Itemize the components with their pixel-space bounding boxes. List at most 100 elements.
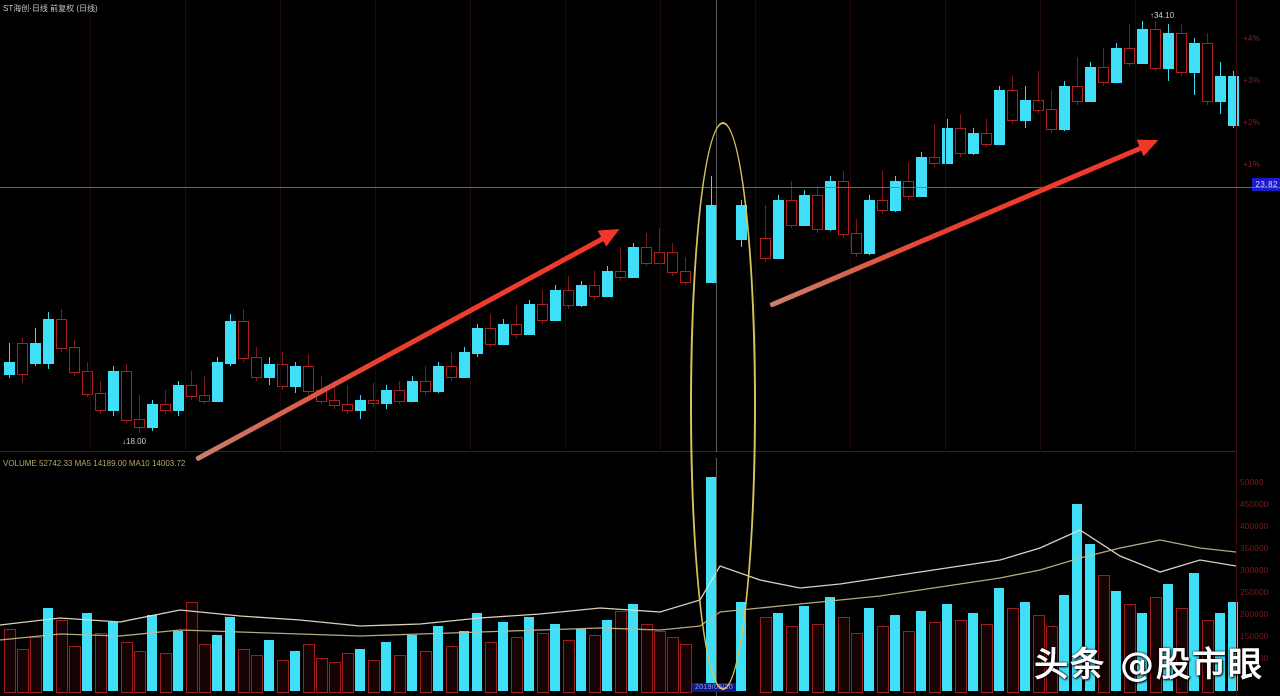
volume-bar <box>890 615 900 691</box>
volume-tick: 450000 <box>1240 500 1269 509</box>
candle-body <box>82 371 93 395</box>
volume-bar <box>394 655 406 693</box>
candle-wick <box>659 228 660 265</box>
candlestick <box>916 152 927 198</box>
candle-wick <box>1077 57 1078 105</box>
candlestick <box>186 371 197 400</box>
volume-bar <box>238 648 250 693</box>
candle-body <box>981 133 992 145</box>
candlestick <box>812 185 823 234</box>
candlestick <box>903 161 914 200</box>
candlestick <box>736 199 747 248</box>
candle-body <box>433 366 444 393</box>
volume-bar <box>95 632 107 693</box>
volume-bar <box>736 601 746 691</box>
volume-bar <box>303 644 315 693</box>
candlestick <box>1059 80 1070 131</box>
candle-body <box>173 385 184 412</box>
candle-body <box>667 252 678 274</box>
volume-bar <box>994 588 1004 691</box>
candlestick <box>56 309 67 353</box>
candlestick <box>264 356 275 386</box>
candlestick <box>877 171 888 215</box>
candlestick <box>316 375 327 405</box>
candlestick <box>485 314 496 348</box>
vertical-gridline <box>470 0 471 452</box>
candlestick <box>1020 85 1031 129</box>
candlestick <box>238 309 249 362</box>
volume-bar <box>43 608 53 691</box>
candlestick <box>290 361 301 393</box>
volume-bar <box>929 621 941 693</box>
volume-bar <box>1007 608 1019 693</box>
candlestick <box>1228 71 1239 129</box>
candle-body <box>1124 47 1135 64</box>
volume-bar <box>368 659 380 693</box>
candle-body <box>1098 66 1109 83</box>
candle-body <box>277 363 288 388</box>
candlestick <box>160 390 171 414</box>
vertical-gridline <box>660 0 661 452</box>
volume-bar <box>773 612 783 691</box>
volume-bar <box>537 632 549 693</box>
volume-bar <box>485 641 497 693</box>
volume-bar <box>316 657 328 693</box>
volume-tick: 150000 <box>1240 632 1269 641</box>
candlestick <box>498 318 509 345</box>
volume-bar <box>1020 601 1030 691</box>
candle-body <box>368 399 379 405</box>
price-chart-panel[interactable]: ↓18.00 ↑34.10 <box>0 0 1239 452</box>
candlestick <box>225 314 236 367</box>
candle-body <box>407 380 418 402</box>
candlestick <box>589 271 600 300</box>
candlestick <box>1033 71 1044 115</box>
candlestick <box>994 85 1005 146</box>
candle-body <box>864 199 875 255</box>
candlestick <box>30 328 41 367</box>
candle-body <box>511 323 522 336</box>
candlestick <box>1046 90 1057 134</box>
candle-body <box>69 347 80 374</box>
candlestick <box>381 385 392 410</box>
candlestick <box>251 347 262 381</box>
candlestick <box>329 380 340 410</box>
candle-body <box>1059 85 1070 131</box>
candle-body <box>225 321 236 364</box>
volume-tick: 250000 <box>1240 588 1269 597</box>
candlestick <box>1124 23 1135 67</box>
volume-bar <box>251 655 263 693</box>
candle-body <box>329 399 340 407</box>
crosshair-vertical-price <box>716 0 717 452</box>
percent-tick: +3% <box>1243 76 1261 85</box>
volume-tick: 200000 <box>1240 610 1269 619</box>
volume-bar <box>186 601 198 693</box>
candle-wick <box>139 394 140 433</box>
candle-body <box>680 271 691 283</box>
candlestick <box>628 242 639 279</box>
volume-bar <box>446 646 458 693</box>
candlestick <box>615 247 626 281</box>
candlestick <box>420 366 431 395</box>
volume-bar <box>1137 612 1147 691</box>
candlestick <box>433 361 444 393</box>
candle-body <box>303 366 314 393</box>
candle-body <box>498 323 509 345</box>
candle-body <box>355 399 366 412</box>
volume-bar <box>381 641 391 691</box>
candlestick <box>472 323 483 357</box>
candle-body <box>851 233 862 255</box>
volume-tick: 100000 <box>1240 654 1269 663</box>
candle-body <box>1202 42 1213 102</box>
volume-bar <box>1215 612 1225 691</box>
candlestick <box>173 380 184 417</box>
candle-wick <box>1129 23 1130 67</box>
candle-body <box>30 342 41 364</box>
watermark: 头条 @股市眼 <box>1034 645 1264 685</box>
vertical-gridline <box>945 0 946 452</box>
candle-body <box>628 247 639 278</box>
volume-bar <box>760 617 772 693</box>
candlestick <box>134 394 145 433</box>
candle-body <box>929 157 940 164</box>
candle-body <box>121 371 132 421</box>
candle-body <box>1137 28 1148 64</box>
